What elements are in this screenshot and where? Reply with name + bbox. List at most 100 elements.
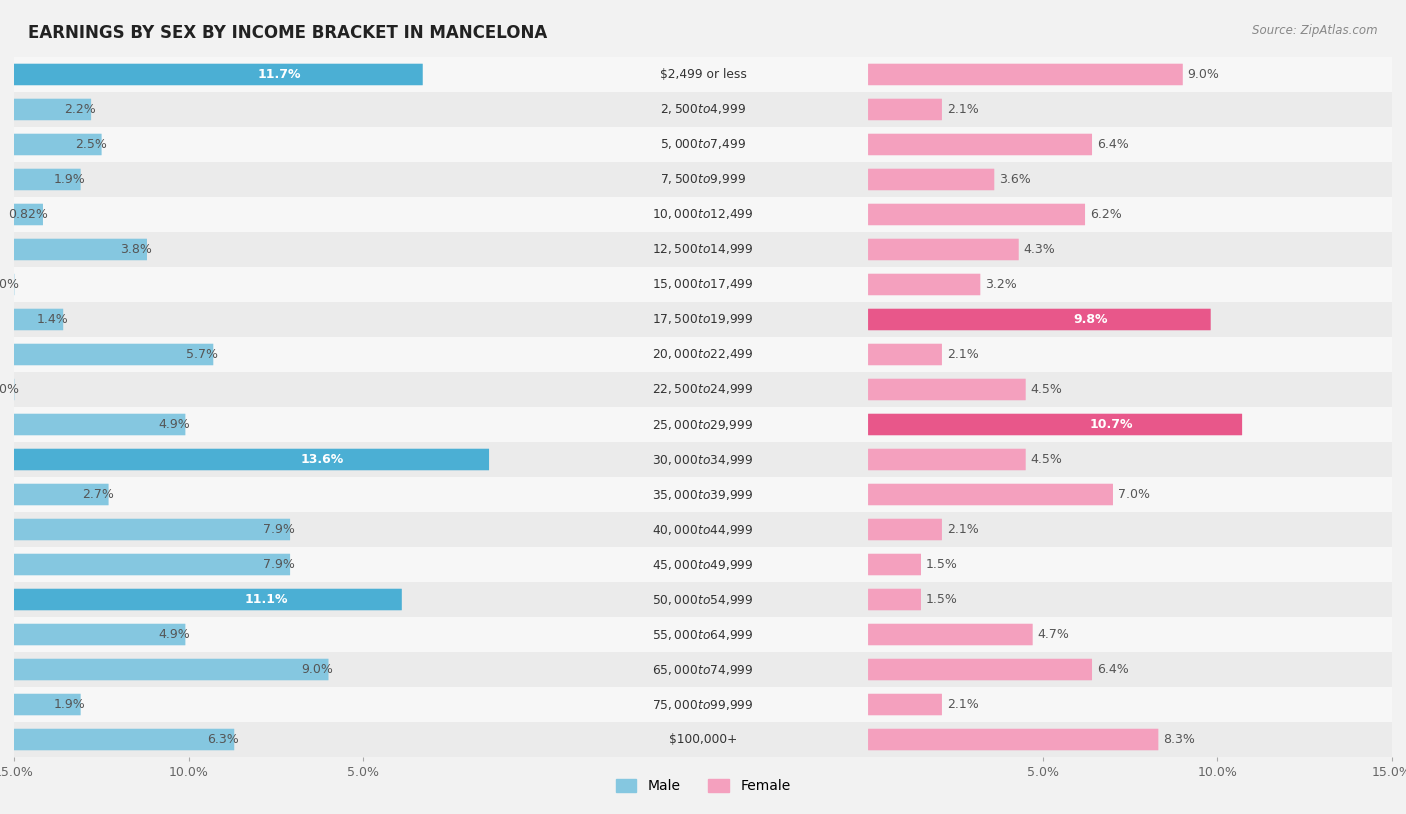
FancyBboxPatch shape — [14, 449, 489, 470]
Bar — [14, 57, 537, 92]
Bar — [14, 407, 537, 442]
Text: 4.3%: 4.3% — [1024, 243, 1056, 256]
Bar — [869, 162, 1392, 197]
Text: $22,500 to $24,999: $22,500 to $24,999 — [652, 383, 754, 396]
Bar — [14, 337, 537, 372]
Text: 3.8%: 3.8% — [120, 243, 152, 256]
FancyBboxPatch shape — [14, 204, 44, 225]
FancyBboxPatch shape — [868, 414, 1241, 435]
FancyBboxPatch shape — [868, 659, 1092, 681]
Bar — [537, 477, 869, 512]
Bar — [869, 57, 1392, 92]
Text: $65,000 to $74,999: $65,000 to $74,999 — [652, 663, 754, 676]
Text: 1.9%: 1.9% — [53, 698, 86, 711]
FancyBboxPatch shape — [868, 449, 1026, 470]
Bar — [537, 232, 869, 267]
FancyBboxPatch shape — [868, 309, 1211, 330]
FancyBboxPatch shape — [868, 729, 1159, 751]
Text: $20,000 to $22,499: $20,000 to $22,499 — [652, 348, 754, 361]
Text: 5.7%: 5.7% — [186, 348, 218, 361]
Text: 11.1%: 11.1% — [245, 593, 288, 606]
Text: $5,000 to $7,499: $5,000 to $7,499 — [659, 138, 747, 151]
Bar — [537, 162, 869, 197]
Text: 1.9%: 1.9% — [53, 173, 86, 186]
FancyBboxPatch shape — [14, 414, 186, 435]
Text: 0.82%: 0.82% — [8, 208, 48, 221]
Text: $10,000 to $12,499: $10,000 to $12,499 — [652, 208, 754, 221]
FancyBboxPatch shape — [868, 98, 942, 120]
FancyBboxPatch shape — [868, 63, 1182, 85]
FancyBboxPatch shape — [868, 274, 980, 295]
Text: Source: ZipAtlas.com: Source: ZipAtlas.com — [1253, 24, 1378, 37]
Text: 3.6%: 3.6% — [1000, 173, 1031, 186]
Text: $2,499 or less: $2,499 or less — [659, 68, 747, 81]
Text: 1.4%: 1.4% — [37, 313, 67, 326]
Text: $75,000 to $99,999: $75,000 to $99,999 — [652, 698, 754, 711]
FancyBboxPatch shape — [14, 98, 91, 120]
Bar — [869, 302, 1392, 337]
Bar — [869, 617, 1392, 652]
Text: 3.2%: 3.2% — [986, 278, 1017, 291]
Bar — [537, 337, 869, 372]
Text: 9.0%: 9.0% — [1188, 68, 1219, 81]
FancyBboxPatch shape — [14, 239, 148, 260]
Bar — [14, 302, 537, 337]
Text: 4.5%: 4.5% — [1031, 383, 1063, 396]
Bar — [14, 652, 537, 687]
Bar — [14, 582, 537, 617]
Text: 7.0%: 7.0% — [1118, 488, 1150, 501]
FancyBboxPatch shape — [868, 589, 921, 610]
FancyBboxPatch shape — [868, 484, 1114, 505]
Bar — [869, 722, 1392, 757]
Text: 7.9%: 7.9% — [263, 558, 295, 571]
Bar — [869, 442, 1392, 477]
Bar — [869, 372, 1392, 407]
Bar — [869, 652, 1392, 687]
Text: $50,000 to $54,999: $50,000 to $54,999 — [652, 593, 754, 606]
Bar — [869, 687, 1392, 722]
Text: $35,000 to $39,999: $35,000 to $39,999 — [652, 488, 754, 501]
Bar — [537, 197, 869, 232]
Bar — [14, 547, 537, 582]
Bar — [537, 372, 869, 407]
FancyBboxPatch shape — [14, 133, 101, 155]
FancyBboxPatch shape — [14, 589, 402, 610]
Text: $40,000 to $44,999: $40,000 to $44,999 — [652, 523, 754, 536]
Bar — [537, 57, 869, 92]
Bar — [869, 92, 1392, 127]
Text: 2.7%: 2.7% — [82, 488, 114, 501]
Bar — [537, 687, 869, 722]
Bar — [869, 582, 1392, 617]
FancyBboxPatch shape — [868, 554, 921, 575]
Bar — [14, 267, 537, 302]
Text: 6.4%: 6.4% — [1097, 138, 1129, 151]
Bar — [537, 617, 869, 652]
Text: $25,000 to $29,999: $25,000 to $29,999 — [652, 418, 754, 431]
Bar — [14, 232, 537, 267]
Bar — [537, 127, 869, 162]
Text: 1.5%: 1.5% — [927, 558, 957, 571]
FancyBboxPatch shape — [868, 239, 1019, 260]
Text: 9.0%: 9.0% — [301, 663, 333, 676]
Bar — [869, 267, 1392, 302]
Text: 4.9%: 4.9% — [159, 418, 190, 431]
Text: 2.2%: 2.2% — [65, 103, 96, 116]
Bar — [869, 232, 1392, 267]
Bar — [537, 512, 869, 547]
Bar — [869, 477, 1392, 512]
FancyBboxPatch shape — [14, 168, 80, 190]
FancyBboxPatch shape — [14, 729, 235, 751]
Text: EARNINGS BY SEX BY INCOME BRACKET IN MANCELONA: EARNINGS BY SEX BY INCOME BRACKET IN MAN… — [28, 24, 547, 42]
Bar — [869, 407, 1392, 442]
FancyBboxPatch shape — [868, 624, 1032, 646]
FancyBboxPatch shape — [14, 624, 186, 646]
Text: 8.3%: 8.3% — [1163, 733, 1195, 746]
Text: $30,000 to $34,999: $30,000 to $34,999 — [652, 453, 754, 466]
Text: $55,000 to $64,999: $55,000 to $64,999 — [652, 628, 754, 641]
Text: 4.9%: 4.9% — [159, 628, 190, 641]
Text: $100,000+: $100,000+ — [669, 733, 737, 746]
FancyBboxPatch shape — [868, 133, 1092, 155]
FancyBboxPatch shape — [868, 519, 942, 540]
Bar — [537, 407, 869, 442]
Bar — [14, 372, 537, 407]
